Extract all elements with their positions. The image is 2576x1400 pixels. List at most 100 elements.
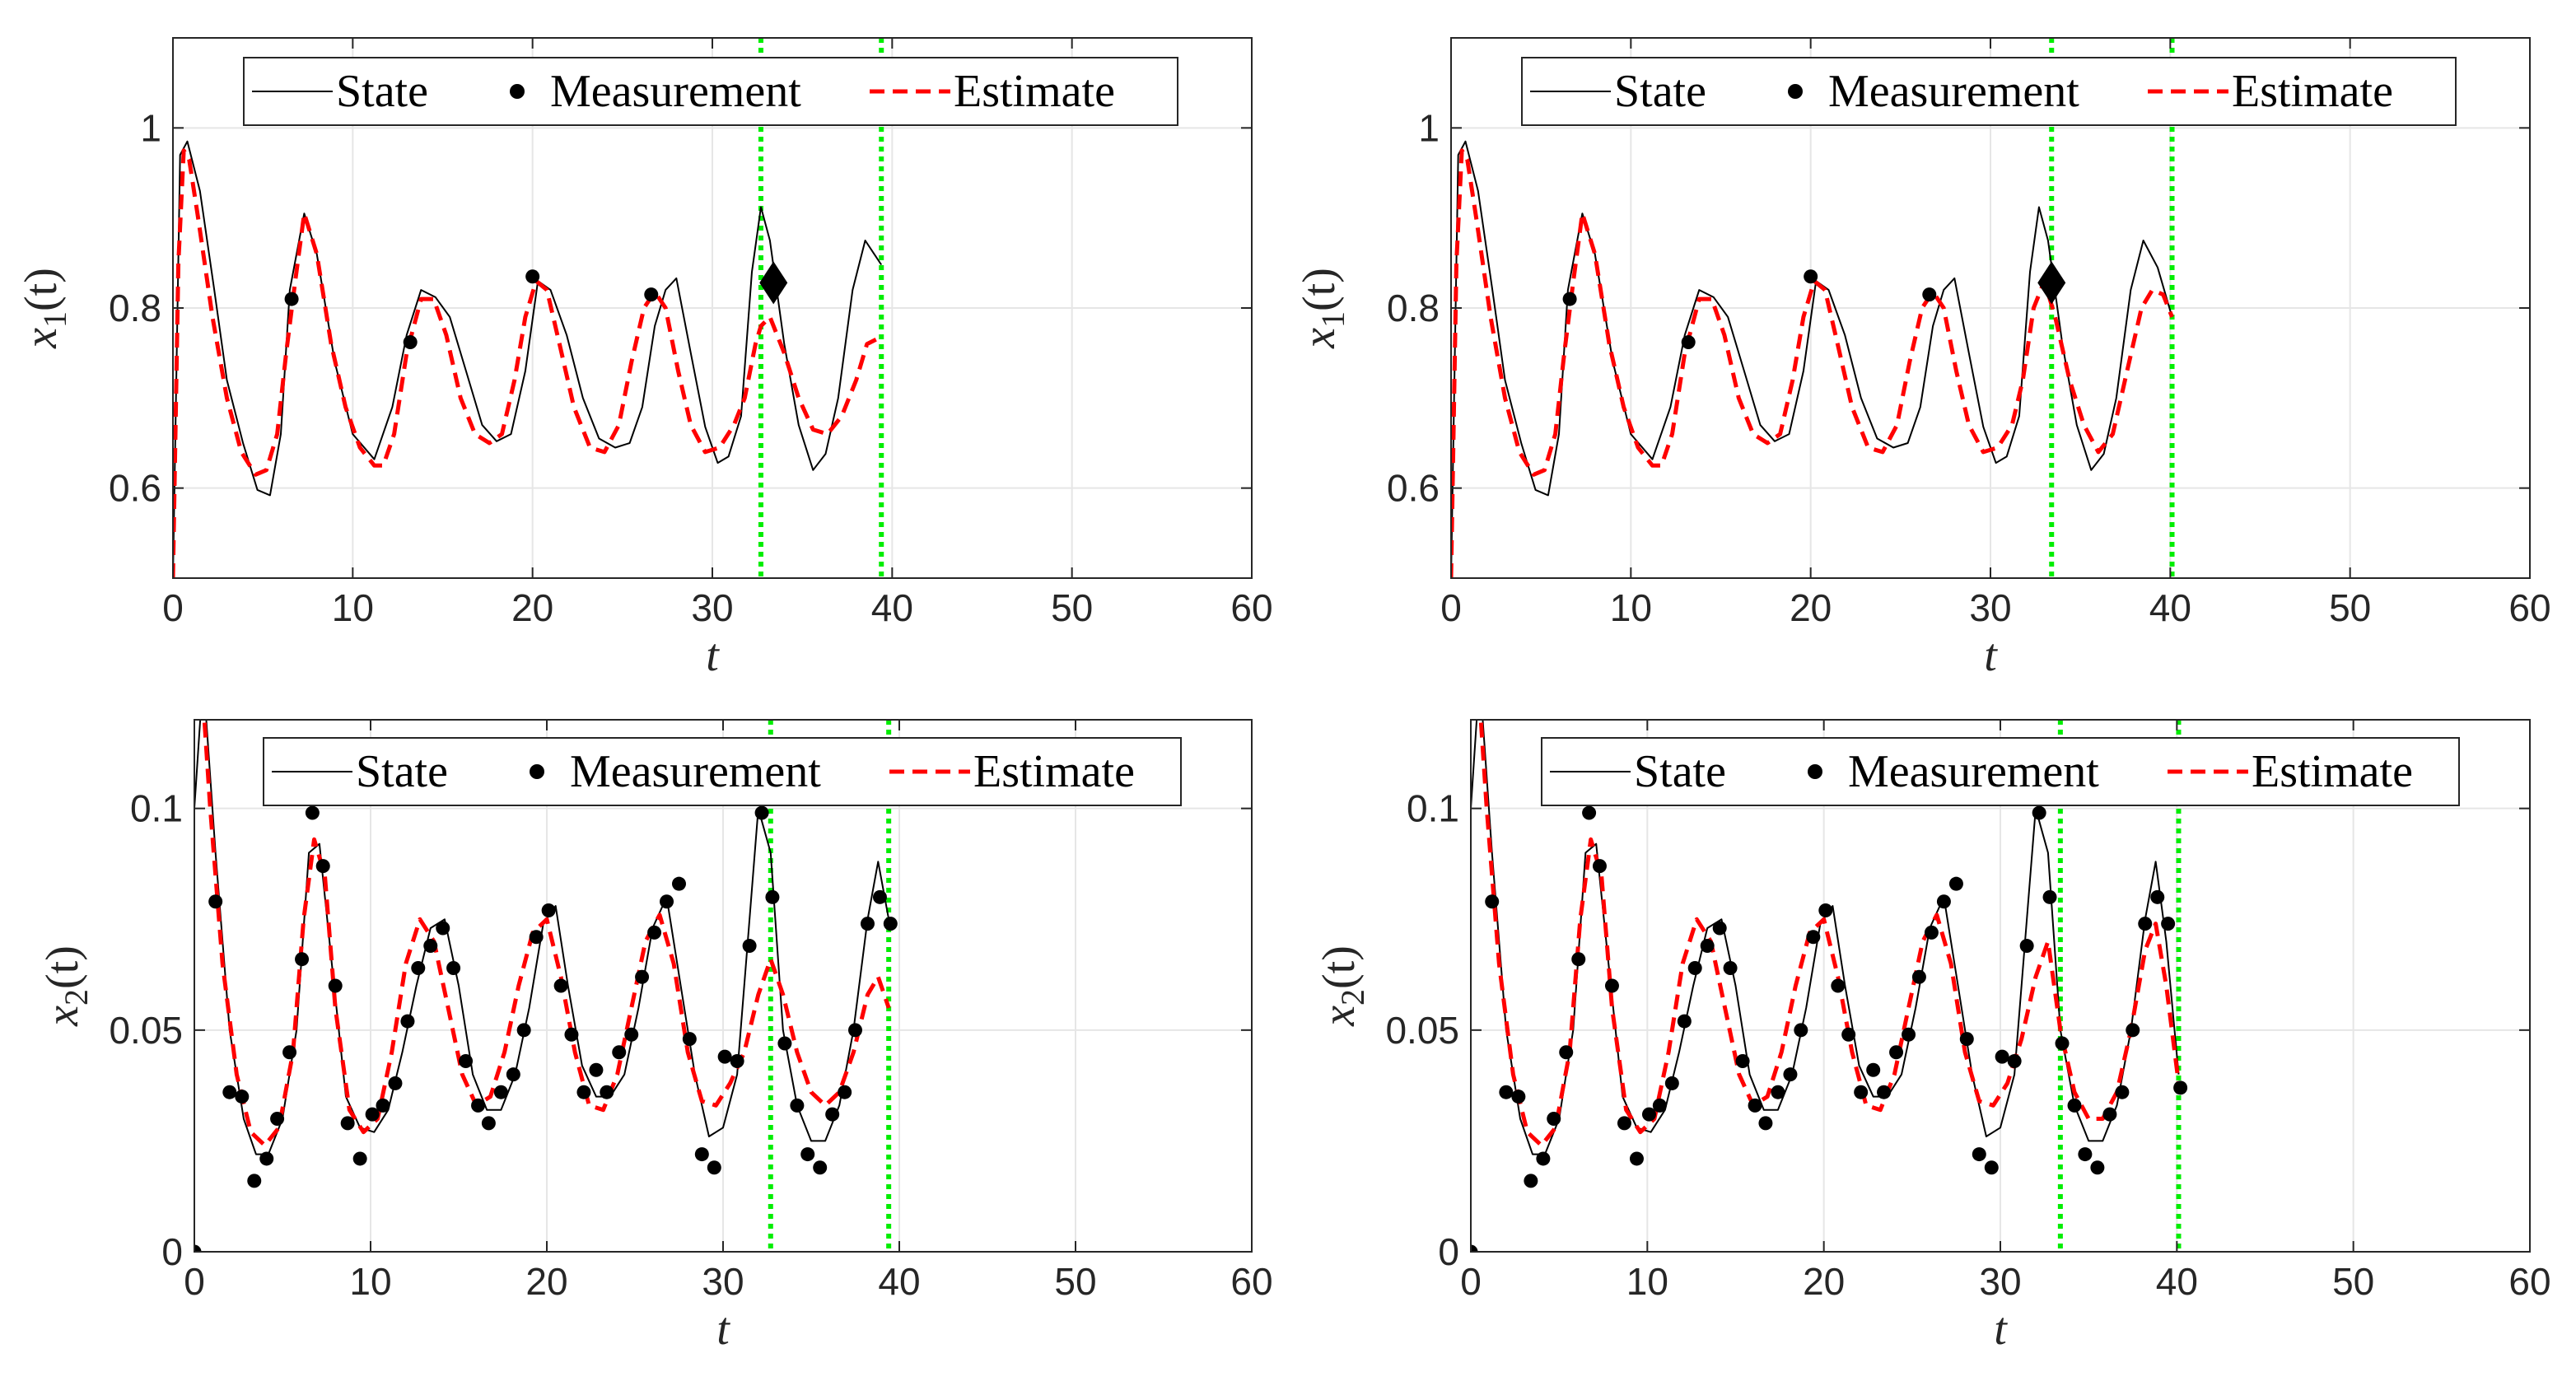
measurement-point (1922, 287, 1937, 302)
measurement-point (1854, 1085, 1869, 1099)
measurement-point (411, 960, 426, 975)
x-tick-label: 50 (2329, 586, 2371, 629)
panel-top-left-ticks (172, 38, 1253, 578)
measurement-point (235, 1090, 250, 1104)
x-tick-label: 40 (878, 1260, 920, 1303)
measurement-point (2173, 1080, 2188, 1095)
measurement-point (2090, 1160, 2105, 1175)
y-axis-label: x2(t) (37, 945, 95, 1027)
measurement-point (2067, 1098, 2082, 1113)
measurement-point (282, 1045, 297, 1060)
measurement-point (1948, 876, 1963, 891)
measurement-point (1617, 1116, 1631, 1131)
y-axis-label-sub: 2 (1334, 989, 1371, 1006)
x-tick-label: 50 (2332, 1260, 2374, 1303)
measurement-point (790, 1098, 805, 1113)
x-tick-label: 20 (1803, 1260, 1845, 1303)
measurement-point (541, 903, 556, 917)
x-tick-label: 0 (1440, 586, 1462, 629)
measurement-point (1681, 335, 1696, 350)
measurement-point (765, 889, 780, 904)
measurement-point (270, 1112, 285, 1126)
y-axis-label: x2(t) (1314, 945, 1371, 1027)
diamond-marker (2037, 261, 2066, 305)
x-tick-label: 30 (1969, 586, 2011, 629)
measurement-point (1936, 894, 1951, 909)
measurement-point (1485, 894, 1500, 909)
measurement-point (1641, 1107, 1656, 1122)
measurement-point (352, 1151, 367, 1166)
measurement-point (1984, 1160, 1999, 1175)
measurement-point (1804, 269, 1818, 284)
diamond-marker (759, 261, 788, 305)
measurement-point (2019, 939, 2034, 954)
panel-bottom-left-plot-content (194, 720, 898, 1252)
panel-bottom-left-ticks (194, 720, 1253, 1253)
measurement-point (1629, 1151, 1644, 1166)
legend-box (1521, 57, 2457, 126)
measurement-point (1499, 1085, 1514, 1099)
legend-estimate-label: Estimate (2252, 746, 2413, 797)
legend-measurement-label: Measurement (550, 66, 801, 117)
measurement-point (1582, 805, 1597, 820)
y-axis-label-var: x (16, 328, 67, 349)
y-tick-label: 0.1 (130, 787, 183, 830)
y-tick-label: 0.8 (109, 287, 161, 329)
x-axis-label: t (1994, 1304, 2008, 1355)
measurement-point (1571, 952, 1586, 967)
measurement-point (644, 287, 659, 302)
measurement-point (1877, 1085, 1892, 1099)
measurement-point (400, 1014, 415, 1029)
measurement-point (471, 1098, 486, 1113)
x-tick-label: 60 (2508, 586, 2550, 629)
measurement-point (1604, 978, 1619, 993)
legend-measurement-swatch (530, 764, 544, 779)
measurement-point (222, 1085, 237, 1099)
measurement-point (328, 978, 343, 993)
x-tick-label: 10 (1610, 586, 1652, 629)
measurement-point (612, 1045, 627, 1060)
x-axis-label: t (1984, 630, 1998, 681)
x-tick-label: 60 (1230, 1260, 1272, 1303)
y-axis-label-arg: (t) (37, 945, 88, 989)
measurement-point (305, 805, 320, 820)
panel-bottom-left-legend: State Measurement Estimate (263, 737, 1182, 806)
panel-bottom-left: 0 10 20 30 40 50 60 0 0.05 0.1 t x2(t) State Measurem… (37, 719, 1273, 1355)
measurement-point (1712, 921, 1727, 936)
y-axis-label: x1(t) (16, 268, 73, 349)
x-tick-label: 20 (511, 586, 553, 629)
measurement-point (295, 952, 310, 967)
measurement-point (1700, 939, 1715, 954)
measurement-point (481, 1116, 496, 1131)
panel-top-right-legend: State Measurement Estimate (1521, 57, 2457, 126)
measurement-point (647, 925, 662, 940)
measurement-point (1771, 1085, 1785, 1099)
measurement-point (1959, 1032, 1974, 1047)
measurement-point (376, 1098, 390, 1113)
measurement-point (1831, 978, 1846, 993)
measurement-point (1911, 969, 1926, 984)
measurement-point (208, 894, 223, 909)
measurement-point (1924, 925, 1939, 940)
x-tick-label: 20 (525, 1260, 567, 1303)
legend-state-label: State (1614, 66, 1706, 117)
legend-measurement-swatch (1788, 84, 1803, 99)
measurement-point (1841, 1027, 1856, 1042)
x-tick-label: 30 (691, 586, 733, 629)
x-tick-label: 0 (162, 586, 184, 629)
measurement-point (1471, 1244, 1478, 1252)
x-tick-label: 10 (332, 586, 374, 629)
legend-estimate-label: Estimate (2232, 66, 2393, 117)
x-axis-label: t (706, 630, 720, 681)
measurement-point (1748, 1098, 1762, 1113)
measurement-point (2102, 1107, 2117, 1122)
y-axis-label-var: x (1294, 328, 1345, 349)
legend-state-label: State (356, 746, 448, 797)
measurement-point (493, 1085, 508, 1099)
measurement-point (1818, 903, 1833, 917)
measurement-point (564, 1027, 579, 1042)
y-tick-label: 0 (1438, 1230, 1459, 1273)
measurement-point (872, 889, 887, 904)
